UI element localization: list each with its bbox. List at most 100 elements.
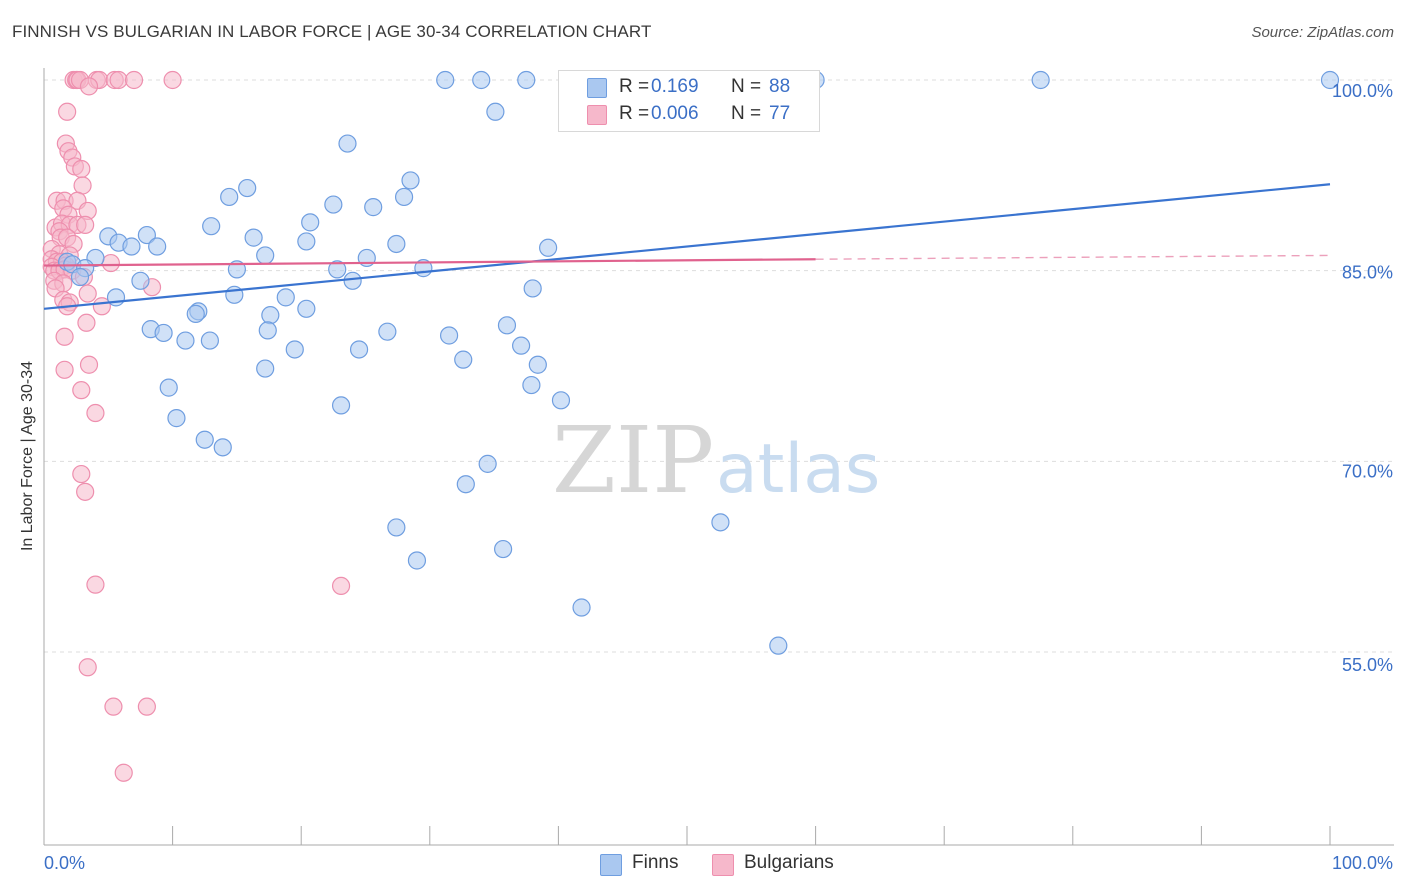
bulgarians-point	[109, 70, 128, 90]
y-tick-label: 55.0%	[1342, 655, 1393, 675]
finns-point	[301, 213, 320, 232]
legend-label-finns: Finns	[632, 852, 679, 873]
finns-point	[297, 299, 316, 318]
finns-point	[195, 430, 214, 449]
finns-point	[387, 518, 406, 537]
bulgarians-swatch	[587, 105, 607, 125]
finns-point	[523, 279, 542, 298]
finns-point	[401, 171, 420, 190]
watermark-zip: ZIP	[552, 407, 714, 514]
grid-layer	[44, 79, 1394, 653]
finns-point	[436, 70, 455, 90]
finns-point	[1320, 70, 1340, 90]
finns-point	[285, 340, 304, 359]
finns-point	[154, 323, 173, 343]
finns-point	[331, 396, 351, 415]
finns-point	[220, 187, 239, 207]
finns-point	[711, 513, 730, 532]
finns-point	[539, 238, 558, 257]
bulgarians-trend-extension	[815, 254, 1331, 260]
finns-point	[349, 340, 369, 359]
stats-legend: R = 0.169 N = 88 R = 0.006 N = 77	[558, 70, 820, 132]
x-tick-label: 100.0%	[1332, 853, 1393, 873]
bulgarians-point	[79, 77, 99, 96]
n-label: N =	[731, 76, 762, 97]
n-label: N =	[731, 103, 762, 124]
tick-label-layer: 100.0% 85.0% 70.0% 55.0% 0.0% 100.0%	[44, 81, 1393, 873]
finns-point	[338, 134, 357, 153]
bulgarians-point	[79, 355, 99, 374]
finns-point	[364, 198, 383, 217]
bulgarians-point	[86, 403, 105, 423]
finns-point	[486, 102, 505, 121]
bulgarians-point	[163, 70, 182, 90]
finns-point	[769, 636, 788, 655]
r-value: 0.169	[651, 76, 699, 97]
finns-point	[456, 475, 475, 494]
bulgarians-point	[72, 464, 91, 484]
finns-point	[407, 551, 427, 570]
finns-point	[70, 267, 90, 287]
finns-point	[497, 316, 517, 335]
finns-point	[256, 359, 275, 378]
finns-point	[200, 331, 219, 350]
finns-point	[454, 350, 473, 369]
bulgarians-point	[137, 697, 156, 716]
finns-point	[159, 378, 178, 397]
finns-point	[343, 271, 362, 290]
stats-row-bulgarians: R = 0.006 N = 77	[559, 102, 819, 126]
finns-point	[528, 355, 547, 374]
bulgarians-point	[72, 381, 91, 400]
finns-point	[261, 306, 280, 325]
legend-label-bulgarians: Bulgarians	[744, 852, 834, 873]
trend-layer	[43, 183, 1331, 310]
finns-point	[522, 375, 541, 395]
bulgarians-point	[114, 763, 133, 782]
bulgarians-point	[104, 697, 123, 716]
finns-point	[439, 326, 459, 345]
bulgarians-points	[42, 70, 351, 782]
finns-point	[276, 288, 295, 307]
finns-point	[176, 331, 195, 350]
finns-swatch	[587, 78, 607, 98]
finns-point	[478, 454, 497, 473]
chart-title: FINNISH VS BULGARIAN IN LABOR FORCE | AG…	[12, 22, 652, 41]
bulgarians-point	[73, 176, 92, 195]
axis-layer	[43, 68, 1394, 846]
bulgarians-point	[55, 360, 74, 379]
bulgarians-point	[124, 70, 144, 90]
finns-point	[572, 598, 591, 617]
finns-point	[244, 228, 263, 247]
finns-point	[202, 217, 221, 236]
finns-point	[328, 260, 347, 279]
finns-point	[378, 322, 397, 341]
bulgarians-trend-line	[43, 258, 816, 267]
finns-point	[148, 237, 167, 256]
bulgarians-point	[78, 284, 97, 303]
n-value: 77	[769, 103, 791, 124]
bulgarians-point	[331, 576, 351, 596]
stats-row-finns: R = 0.169 N = 88	[559, 75, 819, 99]
x-tick-label: 0.0%	[44, 853, 85, 873]
finns-point	[1031, 70, 1050, 90]
finns-point	[167, 409, 186, 428]
finns-point	[324, 195, 343, 214]
bulgarians-point	[76, 215, 95, 235]
finns-point	[472, 70, 491, 90]
bulgarians-point	[101, 253, 120, 273]
finns-point	[186, 304, 205, 323]
finns-point	[387, 234, 406, 254]
bulgarians-point	[55, 327, 74, 346]
bulgarians-point	[86, 575, 105, 594]
finns-point	[297, 232, 316, 251]
finns-point	[122, 237, 141, 256]
finns-trend-line	[43, 183, 1331, 310]
bulgarians-point	[72, 159, 91, 179]
chart-source: Source: ZipAtlas.com	[1251, 24, 1394, 41]
bulgarians-point	[58, 102, 77, 121]
n-value: 88	[769, 76, 791, 97]
finns-point	[551, 391, 571, 410]
watermark-atlas: atlas	[716, 430, 880, 509]
watermark: ZIP atlas	[552, 407, 880, 514]
